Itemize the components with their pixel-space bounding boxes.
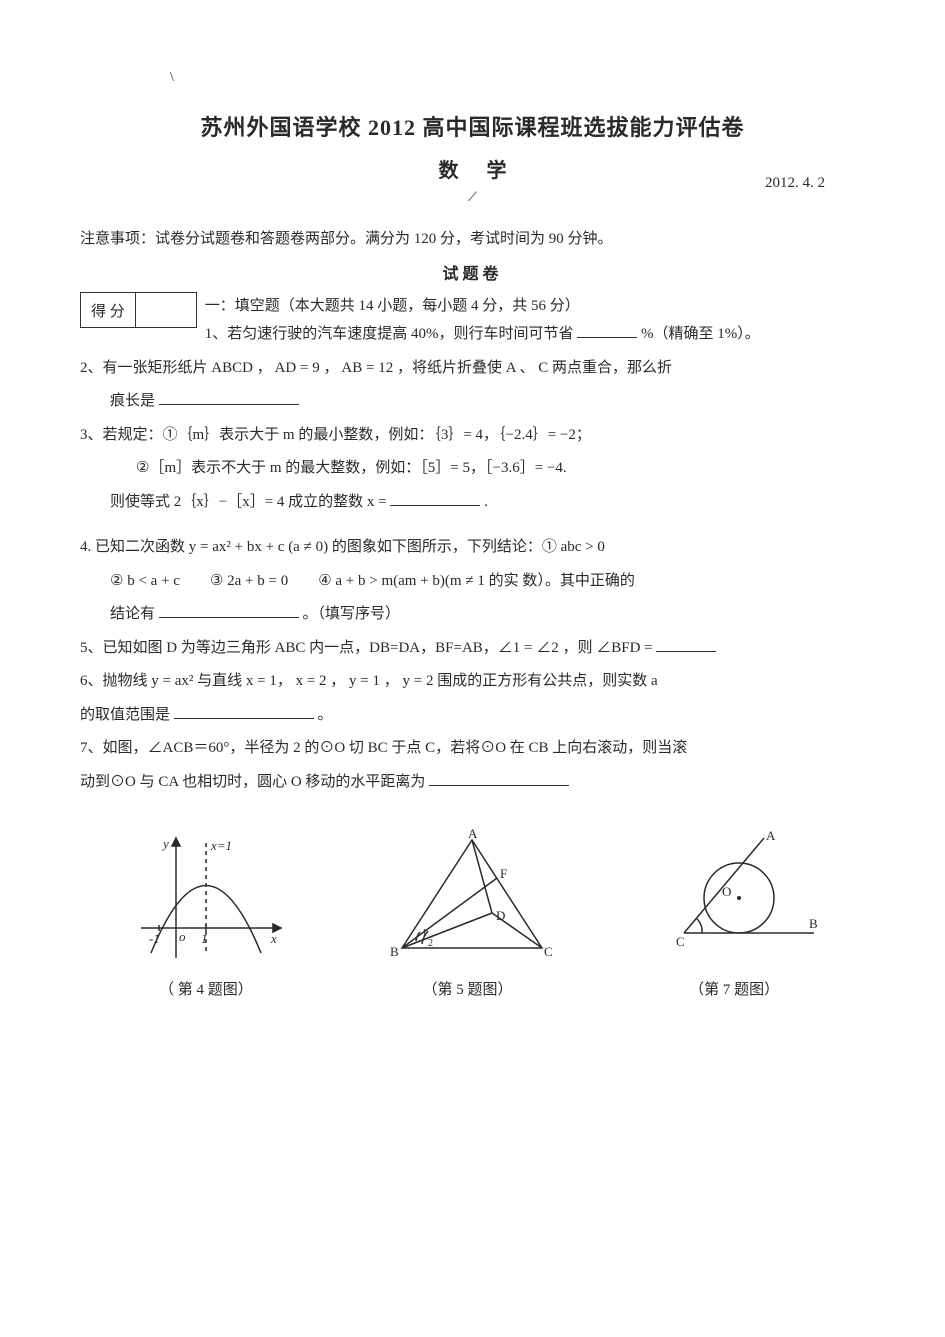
score-box: 得 分 — [80, 292, 197, 328]
question-2-line1: 2、有一张矩形纸片 ABCD ， AD = 9 ， AB = 12 ，将纸片折叠… — [80, 353, 865, 385]
question-6-text2: 的取值范围是 — [80, 707, 170, 723]
question-4-text3: 结论有 — [110, 606, 155, 622]
section-label: 试题卷 — [80, 260, 865, 284]
blank — [577, 323, 637, 338]
fig4-label-o: o — [179, 929, 186, 944]
figure-4-svg: y x o -1 1 x=1 — [121, 828, 291, 968]
score-box-label: 得 分 — [81, 293, 136, 327]
instructions: 注意事项：试卷分试题卷和答题卷两部分。满分为 120 分，考试时间为 90 分钟… — [80, 225, 865, 254]
question-4-tail: 。（填写序号） — [303, 606, 401, 622]
fig4-label-neg1: -1 — [149, 931, 160, 946]
figure-7-caption: （第 7 题图） — [644, 978, 824, 999]
fig4-label-x: x — [270, 931, 277, 946]
question-3-line1: 3、若规定：①｛m｝表示大于 m 的最小整数，例如：｛3｝= 4，｛−2.4｝=… — [80, 420, 865, 452]
fig4-label-y: y — [161, 836, 169, 851]
question-5-text: 5、已知如图 D 为等边三角形 ABC 内一点，DB=DA，BF=AB，∠1 =… — [80, 640, 653, 656]
figure-5: A B C D F 1 2 （第 5 题图） — [372, 828, 562, 999]
question-4-line3: 结论有 。（填写序号） — [80, 599, 865, 631]
figure-4-caption: （ 第 4 题图） — [121, 978, 291, 999]
question-3-text3: 则使等式 2｛x｝−［x］= 4 成立的整数 x = — [110, 494, 387, 510]
blank — [429, 771, 569, 786]
stray-mark: \ — [170, 70, 174, 86]
blank — [656, 637, 716, 652]
question-6-line1: 6、抛物线 y = ax² 与直线 x = 1， x = 2 ， y = 1 ，… — [80, 666, 865, 698]
question-3-tail: . — [484, 494, 488, 510]
fig5-label-1: 1 — [422, 928, 427, 939]
blank — [390, 491, 480, 506]
fig5-label-F: F — [500, 866, 507, 881]
fig5-label-D: D — [496, 908, 505, 923]
question-1: 1、若匀速行驶的汽车速度提高 40%，则行车时间可节省 %（精确至 1%）。 — [205, 320, 865, 349]
question-6-tail: 。 — [318, 707, 333, 723]
question-4-line2: ② b < a + c ③ 2a + b = 0 ④ a + b > m(am … — [80, 566, 865, 598]
question-5: 5、已知如图 D 为等边三角形 ABC 内一点，DB=DA，BF=AB，∠1 =… — [80, 633, 865, 665]
question-4-line1: 4. 已知二次函数 y = ax² + bx + c (a ≠ 0) 的图象如下… — [80, 532, 865, 564]
fig7-label-A: A — [766, 828, 776, 843]
question-6-line2: 的取值范围是 。 — [80, 700, 865, 732]
fig7-label-B: B — [809, 916, 818, 931]
figure-7: A B C O （第 7 题图） — [644, 828, 824, 999]
figure-5-caption: （第 5 题图） — [372, 978, 562, 999]
fig5-label-B: B — [390, 944, 399, 959]
fig4-label-one: 1 — [201, 931, 208, 946]
question-7-text2: 动到⊙O 与 CA 也相切时，圆心 O 移动的水平距离为 — [80, 774, 425, 790]
exam-date: 2012. 4. 2 — [765, 175, 825, 192]
question-2-text2: 痕长是 — [110, 393, 155, 409]
fig5-label-C: C — [544, 944, 553, 959]
figure-7-svg: A B C O — [644, 828, 824, 968]
decorative-squiggle: ⟋ — [80, 189, 865, 205]
fig5-label-A: A — [468, 828, 478, 841]
question-3-line3: 则使等式 2｛x｝−［x］= 4 成立的整数 x = . — [80, 487, 865, 519]
exam-title: 苏州外国语学校 2012 高中国际课程班选拔能力评估卷 — [80, 110, 865, 142]
section1-heading: 一：填空题（本大题共 14 小题，每小题 4 分，共 56 分） — [205, 292, 865, 321]
question-1-tail: %（精确至 1%）。 — [641, 326, 760, 342]
question-7-line1: 7、如图，∠ACB＝60°，半径为 2 的⊙O 切 BC 于点 C，若将⊙O 在… — [80, 733, 865, 765]
fig7-label-C: C — [676, 934, 685, 949]
score-box-value — [136, 293, 196, 327]
blank — [159, 390, 299, 405]
fig5-label-2: 2 — [428, 938, 433, 949]
blank — [159, 603, 299, 618]
question-3-line2: ②［m］表示不大于 m 的最大整数，例如：［5］= 5，［−3.6］= −4. — [80, 453, 865, 485]
question-7-line2: 动到⊙O 与 CA 也相切时，圆心 O 移动的水平距离为 — [80, 767, 865, 799]
fig7-label-O: O — [722, 884, 731, 899]
figures-row: y x o -1 1 x=1 （ 第 4 题图） — [80, 828, 865, 999]
subject-heading: 数学 — [80, 154, 865, 183]
fig4-label-x1: x=1 — [210, 838, 232, 853]
figure-5-svg: A B C D F 1 2 — [372, 828, 562, 968]
question-1-text: 1、若匀速行驶的汽车速度提高 40%，则行车时间可节省 — [205, 326, 574, 342]
question-2-line2: 痕长是 — [80, 386, 865, 418]
blank — [174, 704, 314, 719]
figure-4: y x o -1 1 x=1 （ 第 4 题图） — [121, 828, 291, 999]
